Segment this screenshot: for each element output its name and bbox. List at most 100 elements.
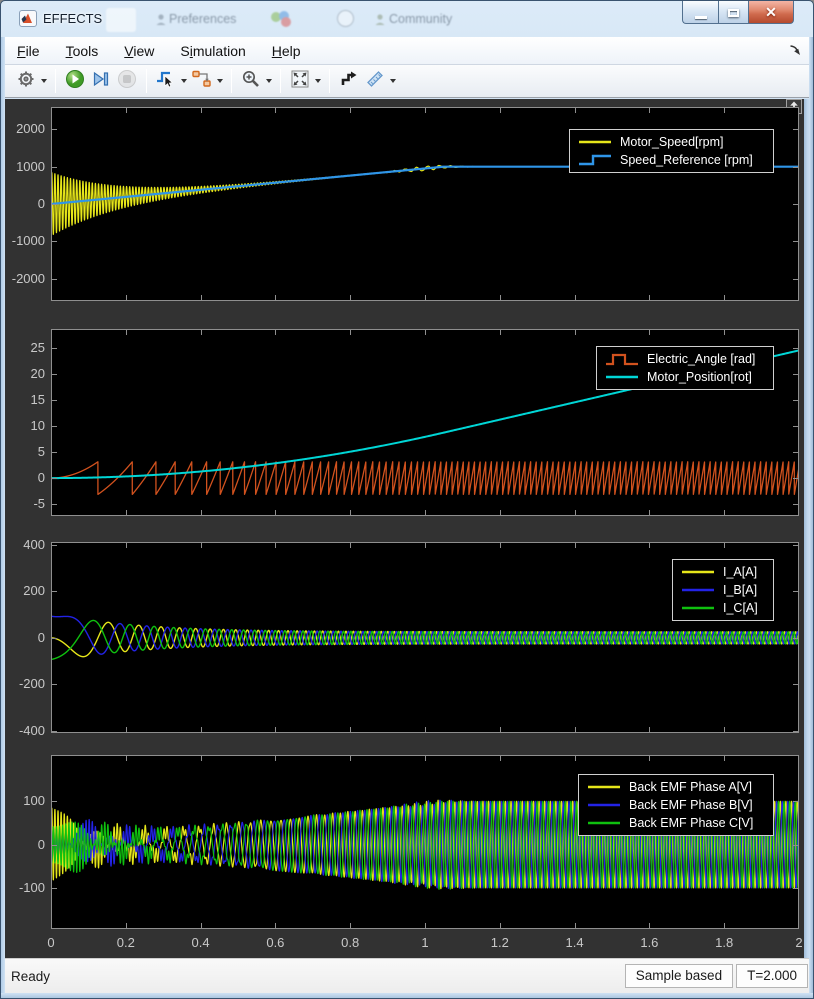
close-button[interactable]: ✕ <box>748 1 794 24</box>
highlight-block-icon <box>191 69 213 94</box>
legend-entry: Back EMF Phase B[V] <box>585 796 765 814</box>
x-tick-label: 1 <box>421 935 429 950</box>
x-tick-label: 0.8 <box>341 935 360 950</box>
ghost-colored-balls-icon <box>269 10 295 28</box>
y-tick-label: -5 <box>33 496 45 512</box>
bring-front-icon <box>339 69 359 94</box>
close-icon: ✕ <box>765 4 777 20</box>
measurements-button[interactable] <box>362 68 388 94</box>
chevron-down-icon <box>217 79 223 83</box>
dock-arrow-icon[interactable] <box>789 43 801 61</box>
legend-marker-line <box>579 140 611 144</box>
legend-label: Motor_Speed[rpm] <box>620 135 724 149</box>
menu-item-file[interactable]: File <box>17 42 40 59</box>
y-tick-label: 0 <box>37 629 45 645</box>
run-button[interactable] <box>62 68 88 94</box>
y-tick-label: 5 <box>37 444 45 460</box>
minimize-button[interactable] <box>682 1 718 24</box>
settings-button[interactable] <box>13 68 39 94</box>
y-tick-label: 100 <box>23 793 45 809</box>
toolbar-separator <box>55 69 56 93</box>
y-tick-label: -400 <box>18 722 45 738</box>
fit-to-view-dropdown-caret[interactable] <box>313 68 323 94</box>
legend-angle-position[interactable]: Electric_Angle [rad] Motor_Position[rot] <box>596 346 774 390</box>
status-cells: Sample based T=2.000 <box>624 964 811 988</box>
ghost-label-community: Community <box>389 12 453 26</box>
legend-marker-line <box>588 821 620 825</box>
fit-to-view-icon <box>290 69 310 94</box>
settings-icon <box>16 69 36 94</box>
window-border-right <box>809 37 813 998</box>
measurements-icon <box>365 69 385 94</box>
ghost-window-fragment <box>106 8 136 32</box>
x-tick-label: 0.6 <box>266 935 285 950</box>
y-tick-label: 25 <box>30 340 45 356</box>
toolbar-separator <box>280 69 281 93</box>
title-bar[interactable]: EFFECTS Preferences Community ✕ <box>1 1 813 37</box>
y-tick-label: 0 <box>37 836 45 852</box>
chevron-down-icon <box>41 79 47 83</box>
y-tick-label: 2000 <box>16 121 45 137</box>
highlight-block-dropdown-caret[interactable] <box>215 68 225 94</box>
legend-back-emf[interactable]: Back EMF Phase A[V] Back EMF Phase B[V] Ba… <box>578 774 774 836</box>
settings-dropdown-caret[interactable] <box>39 68 49 94</box>
ghost-circle-icon <box>337 10 354 27</box>
legend-motor-speed[interactable]: Motor_Speed[rpm] Speed_Reference [rpm] <box>569 129 774 173</box>
measurements-dropdown-caret[interactable] <box>388 68 398 94</box>
y-tick-label: 20 <box>30 366 45 382</box>
legend-entry: I_A[A] <box>679 563 765 581</box>
toolbar-separator <box>329 69 330 93</box>
run-icon <box>65 69 85 94</box>
chevron-down-icon <box>315 79 321 83</box>
x-tick-label: 0 <box>47 935 55 950</box>
menu-item-simulation[interactable]: Simulation <box>180 42 246 59</box>
legend-marker-line <box>682 570 714 574</box>
toolbar-separator <box>231 69 232 93</box>
menu-item-help[interactable]: Help <box>271 42 301 59</box>
step-forward-button[interactable] <box>88 68 114 94</box>
scope-app-icon <box>19 10 37 27</box>
x-tick-label: 0.4 <box>191 935 210 950</box>
legend-entry: Electric_Angle [rad] <box>603 350 765 368</box>
menu-bar: File Tools View Simulation Help <box>5 37 811 65</box>
y-tick-label: 10 <box>30 418 45 434</box>
zoom-dropdown-caret[interactable] <box>264 68 274 94</box>
maximize-button[interactable] <box>718 1 748 24</box>
step-forward-icon <box>91 69 111 94</box>
stop-button[interactable] <box>114 68 140 94</box>
menu-item-tools[interactable]: Tools <box>65 42 99 59</box>
fit-to-view-button[interactable] <box>287 68 313 94</box>
y-tick-label: -1000 <box>11 233 45 249</box>
window-border-right-inner <box>804 99 813 958</box>
x-tick-label: 1.8 <box>715 935 734 950</box>
trigger-button[interactable] <box>153 68 179 94</box>
legend-marker-line <box>588 803 620 807</box>
highlight-block-button[interactable] <box>189 68 215 94</box>
status-sample-mode: Sample based <box>624 964 734 988</box>
legend-entry: Motor_Position[rot] <box>603 368 765 386</box>
menu-item-view[interactable]: View <box>124 42 155 59</box>
legend-phase-currents[interactable]: I_A[A] I_B[A] I_C[A] <box>672 559 774 621</box>
toolbar <box>5 65 811 98</box>
y-tick-label: -2000 <box>11 270 45 286</box>
legend-label: Speed_Reference [rpm] <box>620 153 753 167</box>
ghost-person-icon <box>156 13 166 25</box>
minimize-icon <box>694 15 707 19</box>
window-controls: ✕ <box>682 1 794 24</box>
bring-front-button[interactable] <box>336 68 362 94</box>
status-bar: Ready Sample based T=2.000 <box>5 958 811 993</box>
legend-entry: I_B[A] <box>679 581 765 599</box>
legend-marker-line <box>682 606 714 610</box>
x-tick-label: 0.2 <box>116 935 135 950</box>
x-tick-label: 1.6 <box>640 935 659 950</box>
trigger-dropdown-caret[interactable] <box>179 68 189 94</box>
legend-entry: Motor_Speed[rpm] <box>576 133 765 151</box>
legend-marker-pulse <box>606 353 638 366</box>
legend-marker-line <box>588 785 620 789</box>
legend-label: Back EMF Phase C[V] <box>629 816 754 830</box>
zoom-button[interactable] <box>238 68 264 94</box>
y-tick-label: 0 <box>37 196 45 211</box>
x-tick-label: 1.4 <box>565 935 584 950</box>
y-tick-label: 200 <box>23 583 45 599</box>
